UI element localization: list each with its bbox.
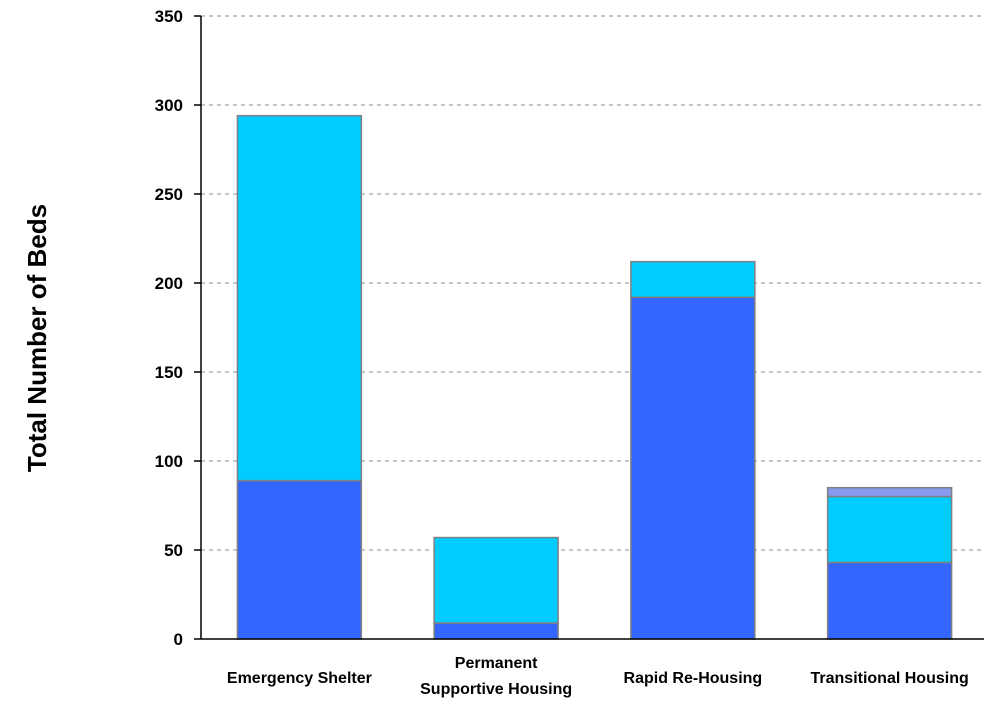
- bar-segment-1-1: [236, 479, 363, 640]
- bar-segment-3-1: [630, 296, 756, 640]
- bar-segment-1-2: [236, 114, 363, 482]
- y-tick-label: 250: [155, 185, 183, 204]
- axes: [194, 15, 984, 640]
- y-tick-label: 350: [155, 7, 183, 26]
- y-tick-label: 100: [155, 452, 183, 471]
- x-category-label: Supportive Housing: [420, 681, 572, 698]
- y-tick-label: 0: [174, 630, 183, 649]
- bar-segment-2-1: [433, 622, 559, 640]
- x-category-label: Rapid Re-Housing: [624, 670, 763, 687]
- bar-segment-3-2: [630, 260, 756, 298]
- y-tick-label: 50: [164, 541, 183, 560]
- y-tick-label: 150: [155, 363, 183, 382]
- bars: [236, 114, 953, 640]
- labels: 0 50 100 150 200 250 300 350 Emergency Shelter Pe…: [155, 7, 969, 698]
- y-axis-title: Total Number of Beds: [22, 204, 52, 472]
- y-tick-label: 200: [155, 274, 183, 293]
- bar-segment-4-1: [826, 561, 953, 640]
- bar-segment-4-2: [826, 495, 953, 564]
- x-category-label: Permanent: [455, 655, 538, 672]
- x-category-label: Emergency Shelter: [227, 670, 372, 687]
- bar-segment-2-2: [433, 536, 559, 624]
- x-category-label: Transitional Housing: [811, 670, 969, 687]
- bar-segment-4-3: [826, 486, 953, 498]
- y-tick-label: 300: [155, 96, 183, 115]
